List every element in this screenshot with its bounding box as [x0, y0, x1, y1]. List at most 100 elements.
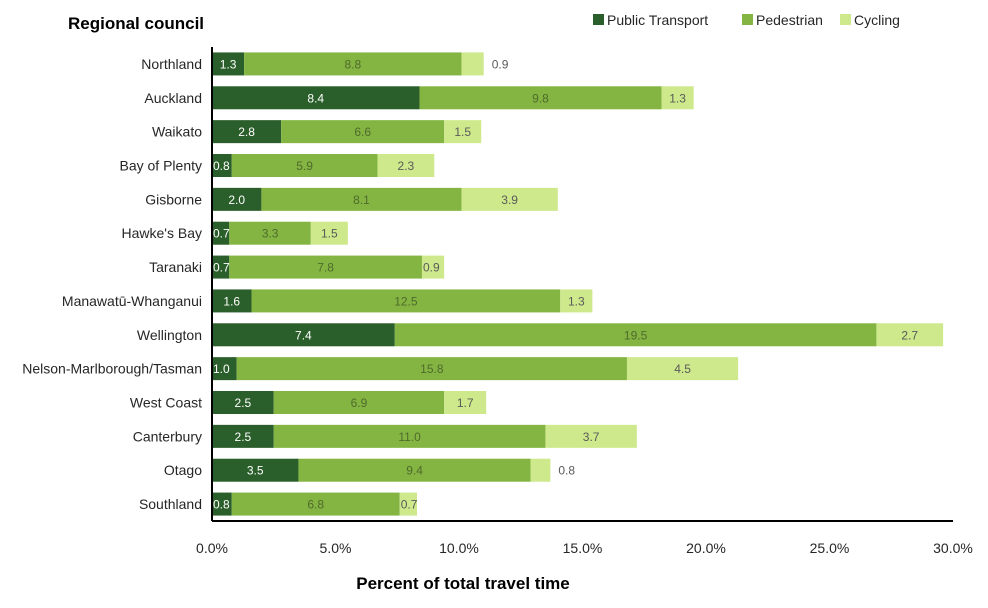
data-label-public-transport-gisborne: 2.0	[228, 193, 245, 207]
data-label-public-transport-bay-of-plenty: 0.8	[213, 159, 230, 173]
x-tick-label: 0.0%	[196, 540, 228, 556]
data-label-cycling-wellington: 2.7	[901, 328, 918, 342]
bar-public-transport-hawke-s-bay	[212, 221, 230, 245]
bar-cycling-gisborne	[461, 187, 558, 211]
x-tick-label: 15.0%	[563, 540, 603, 556]
data-label-public-transport-southland: 0.8	[213, 498, 230, 512]
data-label-cycling-canterbury: 3.7	[583, 430, 600, 444]
data-label-cycling-nelson-marlborough-tasman: 4.5	[674, 362, 691, 376]
data-label-pedestrian-otago: 9.4	[406, 464, 423, 478]
data-label-public-transport-auckland: 8.4	[307, 91, 324, 105]
bar-pedestrian-wellington	[394, 323, 877, 347]
category-label-canterbury: Canterbury	[133, 428, 202, 444]
category-label-waikato: Waikato	[152, 124, 202, 140]
bar-cycling-hawke-s-bay	[310, 221, 348, 245]
bar-cycling-bay-of-plenty	[377, 154, 435, 177]
bar-public-transport-wellington	[212, 323, 395, 347]
bar-pedestrian-bay-of-plenty	[231, 154, 378, 177]
category-labels: Northland Auckland Waikato Bay of Plenty Gis…	[22, 56, 202, 512]
data-label-public-transport-hawke-s-bay: 0.7	[213, 227, 230, 241]
bar-cycling-taranaki	[421, 255, 445, 279]
data-label-cycling-hawke-s-bay: 1.5	[321, 227, 338, 241]
x-tick-label: 30.0%	[933, 540, 973, 556]
bar-public-transport-northland	[212, 52, 245, 76]
bar-public-transport-auckland	[212, 86, 420, 110]
category-label-northland: Northland	[141, 56, 202, 72]
category-label-manawat-whanganui: Manawatū-Whanganui	[62, 293, 202, 309]
data-label-pedestrian-gisborne: 8.1	[353, 193, 370, 207]
category-label-wellington: Wellington	[137, 327, 202, 343]
legend: Public Transport Pedestrian Cycling	[593, 12, 900, 28]
data-label-public-transport-canterbury: 2.5	[235, 430, 252, 444]
bar-cycling-otago	[530, 458, 551, 482]
category-label-nelson-marlborough-tasman: Nelson-Marlborough/Tasman	[22, 361, 202, 377]
data-label-cycling-taranaki: 0.9	[423, 261, 440, 275]
data-label-public-transport-northland: 1.3	[220, 57, 237, 71]
bar-cycling-west-coast	[444, 391, 487, 414]
category-label-west-coast: West Coast	[130, 395, 202, 411]
bars	[212, 52, 944, 516]
bar-pedestrian-hawke-s-bay	[229, 221, 311, 245]
x-tick-label: 20.0%	[686, 540, 726, 556]
x-tick-labels: 0.0% 5.0% 10.0% 15.0% 20.0% 25.0% 30.0%	[196, 540, 973, 556]
bar-cycling-auckland	[661, 86, 694, 110]
bar-cycling-wellington	[876, 323, 944, 347]
data-label-pedestrian-hawke-s-bay: 3.3	[262, 227, 279, 241]
bar-cycling-southland	[399, 492, 418, 516]
data-label-cycling-northland: 0.9	[492, 57, 509, 71]
category-label-auckland: Auckland	[144, 90, 202, 106]
bar-public-transport-southland	[212, 492, 232, 516]
bar-public-transport-taranaki	[212, 255, 230, 279]
x-tick-label: 10.0%	[439, 540, 479, 556]
data-label-public-transport-wellington: 7.4	[295, 328, 312, 342]
bar-pedestrian-gisborne	[261, 187, 462, 211]
data-label-pedestrian-manawat-whanganui: 12.5	[394, 294, 418, 308]
bar-public-transport-bay-of-plenty	[212, 154, 232, 177]
data-labels: 1.3 8.8 0.9 8.4 9.8 1.3 2.8 6.6 1.5 0.8 5.9 2.3 2.0 8…	[213, 57, 918, 511]
bar-cycling-northland	[461, 52, 484, 76]
bar-public-transport-manawat-whanganui	[212, 289, 252, 313]
data-label-cycling-west-coast: 1.7	[457, 396, 474, 410]
bar-public-transport-waikato	[212, 120, 282, 144]
bar-public-transport-otago	[212, 458, 299, 482]
x-axis-title: Percent of total travel time	[356, 574, 570, 593]
data-label-public-transport-west-coast: 2.5	[235, 396, 252, 410]
category-label-otago: Otago	[164, 462, 202, 478]
data-label-cycling-auckland: 1.3	[669, 91, 686, 105]
data-label-pedestrian-waikato: 6.6	[354, 125, 371, 139]
bar-public-transport-west-coast	[212, 391, 274, 414]
bar-pedestrian-auckland	[419, 86, 662, 110]
bar-pedestrian-southland	[231, 492, 400, 516]
legend-label-cycling: Cycling	[854, 12, 900, 28]
data-label-pedestrian-auckland: 9.8	[532, 91, 549, 105]
data-label-pedestrian-bay-of-plenty: 5.9	[296, 159, 313, 173]
bar-pedestrian-otago	[298, 458, 531, 482]
category-label-taranaki: Taranaki	[149, 259, 202, 275]
bar-pedestrian-nelson-marlborough-tasman	[236, 357, 627, 381]
bar-pedestrian-taranaki	[229, 255, 422, 279]
data-label-pedestrian-west-coast: 6.9	[351, 396, 368, 410]
bar-public-transport-nelson-marlborough-tasman	[212, 357, 237, 381]
data-label-pedestrian-nelson-marlborough-tasman: 15.8	[420, 362, 444, 376]
data-label-cycling-bay-of-plenty: 2.3	[398, 159, 415, 173]
bar-cycling-canterbury	[545, 424, 637, 448]
bar-public-transport-gisborne	[212, 187, 262, 211]
data-label-cycling-waikato: 1.5	[454, 125, 471, 139]
legend-swatch-cycling	[840, 14, 851, 25]
bar-cycling-manawat-whanganui	[560, 289, 593, 313]
y-axis-title: Regional council	[68, 14, 204, 33]
legend-swatch-pedestrian	[742, 14, 753, 25]
data-label-pedestrian-taranaki: 7.8	[317, 261, 334, 275]
data-label-cycling-manawat-whanganui: 1.3	[568, 294, 585, 308]
data-label-pedestrian-wellington: 19.5	[624, 328, 648, 342]
bar-pedestrian-manawat-whanganui	[251, 289, 561, 313]
bar-pedestrian-west-coast	[273, 391, 445, 414]
data-label-public-transport-taranaki: 0.7	[213, 261, 230, 275]
bar-cycling-nelson-marlborough-tasman	[626, 357, 739, 381]
legend-label-pedestrian: Pedestrian	[756, 12, 823, 28]
bar-pedestrian-waikato	[281, 120, 445, 144]
x-tick-label: 25.0%	[810, 540, 850, 556]
data-label-public-transport-otago: 3.5	[247, 464, 264, 478]
category-label-gisborne: Gisborne	[145, 191, 202, 207]
data-label-cycling-southland: 0.7	[401, 498, 418, 512]
